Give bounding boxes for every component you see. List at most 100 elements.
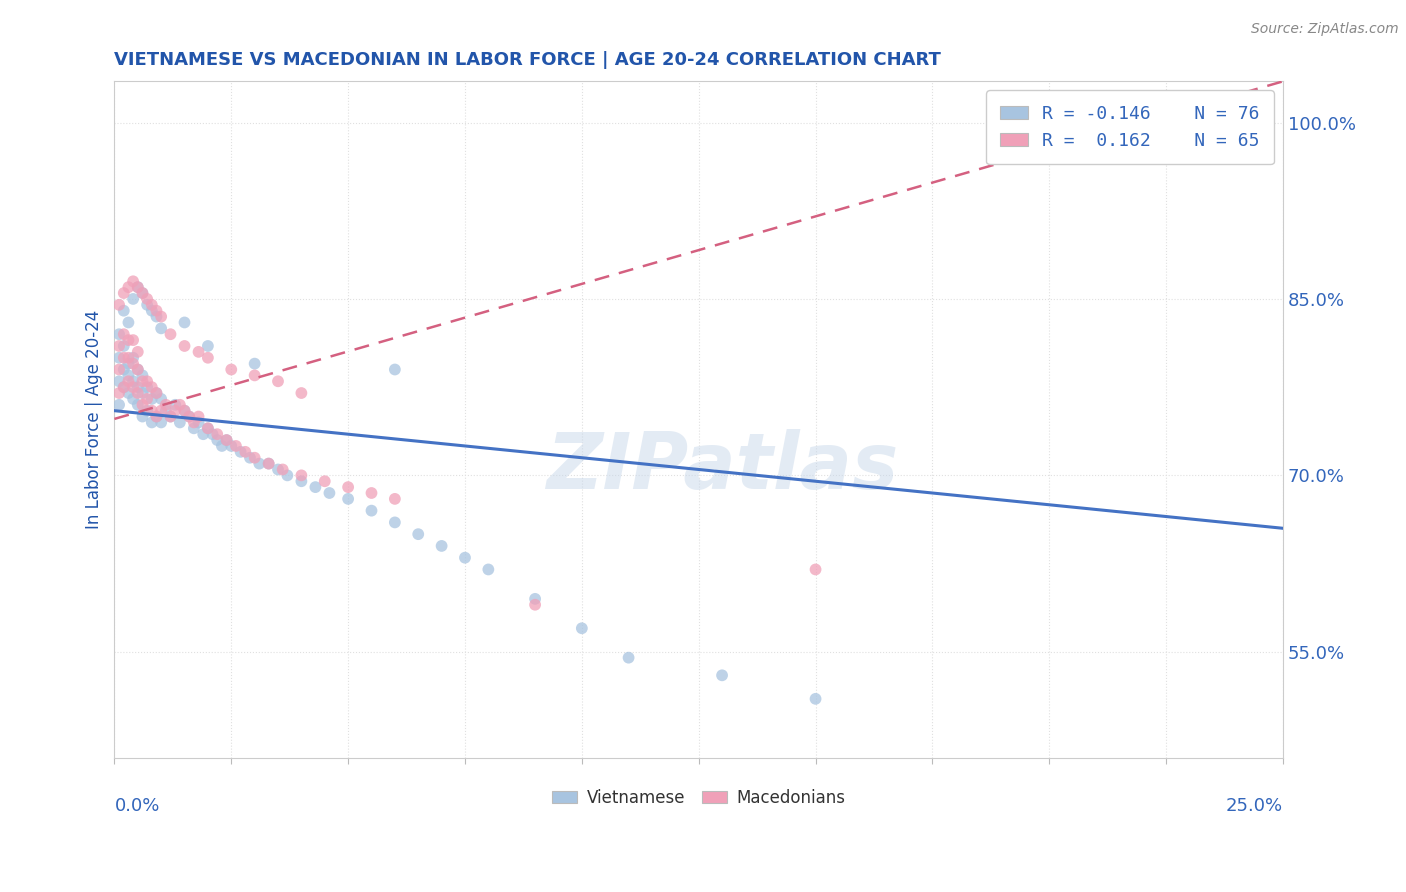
Point	[430, 539, 453, 553]
Point	[617, 650, 640, 665]
Point	[136, 392, 159, 406]
Point	[290, 386, 312, 401]
Point	[159, 409, 181, 424]
Point	[108, 351, 131, 365]
Y-axis label: In Labor Force | Age 20-24: In Labor Force | Age 20-24	[86, 310, 103, 529]
Point	[117, 316, 139, 330]
Point	[131, 409, 153, 424]
Point	[145, 386, 167, 401]
Text: 0.0%: 0.0%	[114, 797, 160, 814]
Point	[122, 333, 145, 347]
Point	[165, 403, 187, 417]
Point	[112, 380, 135, 394]
Point	[239, 450, 262, 465]
Point	[571, 621, 593, 635]
Point	[804, 562, 827, 576]
Point	[219, 439, 242, 453]
Legend: Vietnamese, Macedonians: Vietnamese, Macedonians	[546, 782, 852, 814]
Point	[183, 421, 205, 435]
Point	[187, 416, 209, 430]
Point	[141, 380, 163, 394]
Point	[122, 351, 145, 365]
Point	[211, 439, 233, 453]
Text: VIETNAMESE VS MACEDONIAN IN LABOR FORCE | AGE 20-24 CORRELATION CHART: VIETNAMESE VS MACEDONIAN IN LABOR FORCE …	[114, 51, 941, 69]
Point	[187, 344, 209, 359]
Point	[229, 445, 252, 459]
Point	[267, 374, 290, 388]
Point	[131, 286, 153, 301]
Point	[169, 416, 191, 430]
Point	[127, 380, 149, 394]
Point	[145, 409, 167, 424]
Point	[173, 316, 195, 330]
Point	[136, 292, 159, 306]
Point	[150, 416, 173, 430]
Point	[136, 298, 159, 312]
Point	[384, 362, 406, 376]
Point	[112, 286, 135, 301]
Point	[201, 427, 224, 442]
Point	[131, 368, 153, 383]
Point	[304, 480, 326, 494]
Point	[136, 380, 159, 394]
Point	[337, 480, 360, 494]
Point	[127, 344, 149, 359]
Point	[318, 486, 340, 500]
Point	[207, 433, 229, 447]
Point	[127, 398, 149, 412]
Point	[108, 386, 131, 401]
Point	[243, 368, 266, 383]
Point	[197, 421, 219, 435]
Point	[127, 362, 149, 376]
Point	[131, 386, 153, 401]
Point	[155, 398, 177, 412]
Point	[108, 362, 131, 376]
Point	[112, 303, 135, 318]
Point	[112, 362, 135, 376]
Point	[150, 403, 173, 417]
Point	[290, 468, 312, 483]
Point	[215, 433, 238, 447]
Point	[173, 403, 195, 417]
Point	[290, 475, 312, 489]
Point	[112, 351, 135, 365]
Point	[136, 403, 159, 417]
Point	[127, 280, 149, 294]
Point	[150, 310, 173, 324]
Point	[360, 486, 382, 500]
Point	[145, 409, 167, 424]
Point	[108, 327, 131, 342]
Point	[406, 527, 429, 541]
Point	[117, 357, 139, 371]
Point	[187, 409, 209, 424]
Point	[122, 274, 145, 288]
Point	[112, 327, 135, 342]
Point	[117, 374, 139, 388]
Point	[145, 386, 167, 401]
Point	[136, 374, 159, 388]
Point	[159, 409, 181, 424]
Point	[267, 462, 290, 476]
Point	[150, 392, 173, 406]
Point	[233, 445, 256, 459]
Point	[454, 550, 477, 565]
Point	[215, 433, 238, 447]
Point	[173, 339, 195, 353]
Point	[141, 416, 163, 430]
Point	[524, 591, 547, 606]
Point	[122, 374, 145, 388]
Point	[141, 303, 163, 318]
Point	[360, 503, 382, 517]
Point	[131, 398, 153, 412]
Point	[243, 450, 266, 465]
Point	[112, 380, 135, 394]
Point	[117, 333, 139, 347]
Point	[131, 286, 153, 301]
Point	[314, 475, 336, 489]
Point	[145, 310, 167, 324]
Point	[122, 292, 145, 306]
Text: 25.0%: 25.0%	[1226, 797, 1284, 814]
Point	[337, 491, 360, 506]
Point	[127, 386, 149, 401]
Point	[197, 421, 219, 435]
